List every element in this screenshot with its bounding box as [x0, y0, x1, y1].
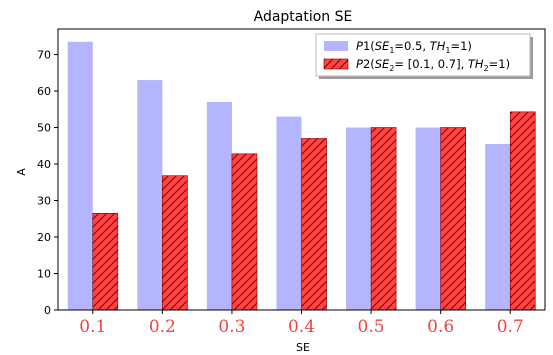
x-axis: 0.1 0.2 0.3 0.4 0.5 0.6 0.7: [79, 310, 524, 337]
bar-s1-0.7: [485, 143, 511, 310]
x-tick-label-0.1: 0.1: [79, 317, 106, 337]
x-tick-label-0.4: 0.4: [288, 317, 315, 337]
y-tick-label-10: 10: [37, 268, 51, 281]
legend-swatch-1: [324, 41, 348, 51]
y-axis: 0 10 20 30 40 50 60 70: [37, 49, 58, 317]
x-tick-label-0.2: 0.2: [149, 317, 176, 337]
x-axis-label: SE: [296, 341, 310, 354]
y-tick-label-0: 0: [44, 304, 51, 317]
bar-hatch-s2-0.2: [162, 175, 188, 311]
bar-hatch-s2-0.1: [92, 212, 119, 311]
bar-hatch-s2-0.4: [301, 138, 327, 311]
chart-title: Adaptation SE: [254, 9, 353, 25]
bar-hatch-s2-0.3: [231, 153, 258, 311]
y-tick-label-60: 60: [37, 85, 51, 98]
bar-hatch-s2-0.7: [509, 111, 536, 311]
y-tick-label-30: 30: [37, 195, 51, 208]
bar-s1-0.5: [346, 127, 372, 310]
y-axis-label: A: [15, 168, 28, 176]
bar-s1-0.3: [206, 101, 232, 310]
x-tick-label-0.7: 0.7: [497, 317, 524, 337]
y-tick-label-40: 40: [37, 158, 51, 171]
x-tick-label-0.3: 0.3: [218, 317, 245, 337]
bar-hatch-s2-0.6: [440, 127, 466, 311]
y-tick-label-50: 50: [37, 122, 51, 135]
x-tick-label-0.6: 0.6: [427, 317, 454, 337]
x-tick-label-0.5: 0.5: [358, 317, 385, 337]
bar-s1-0.6: [415, 127, 441, 310]
bar-hatch-s2-0.5: [370, 127, 397, 311]
legend-label-2: P2(SE2= [0.1, 0.7], TH2=1): [356, 57, 510, 73]
bars-layer: [67, 41, 536, 311]
plot-frame: [57, 28, 546, 311]
legend-label-1: P1(SE1=0.5, TH1=1): [356, 39, 472, 55]
legend: P1(SE1=0.5, TH1=1) P2(SE2= [0.1, 0.7], TH…: [315, 33, 533, 79]
bar-s1-0.2: [137, 80, 163, 310]
y-tick-label-20: 20: [37, 231, 51, 244]
legend-swatch-hatch-2: [323, 58, 349, 70]
bar-s1-0.4: [276, 116, 302, 311]
bar-s1-0.1: [67, 41, 93, 310]
y-tick-label-70: 70: [37, 49, 51, 62]
legend-box: [315, 33, 531, 77]
